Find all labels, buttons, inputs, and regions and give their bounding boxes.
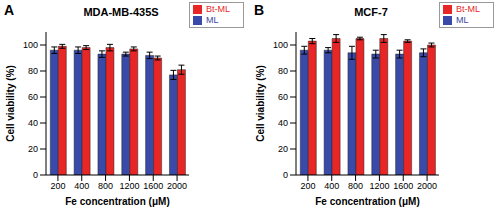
svg-text:0: 0 <box>33 170 38 180</box>
html-text:B: B <box>254 2 265 18</box>
svg-text:200: 200 <box>50 181 65 191</box>
svg-text:800: 800 <box>98 181 113 191</box>
html-text:MDA-MB-435S: MDA-MB-435S <box>83 6 159 18</box>
svg-text:1600: 1600 <box>143 181 163 191</box>
svg-text:1200: 1200 <box>369 181 389 191</box>
html-text:Bt-ML: Bt-ML <box>206 4 230 14</box>
html-text:ML: ML <box>206 15 219 25</box>
svg-text:0: 0 <box>283 170 288 180</box>
svg-text:400: 400 <box>324 181 339 191</box>
svg-text:200: 200 <box>300 181 315 191</box>
svg-text:2000: 2000 <box>417 181 437 191</box>
svg-text:2000: 2000 <box>167 181 187 191</box>
html-text:Bt-ML: Bt-ML <box>456 4 480 14</box>
html-text:ML: ML <box>456 15 469 25</box>
svg-text:60: 60 <box>28 92 38 102</box>
svg-text:400: 400 <box>74 181 89 191</box>
svg-text:20: 20 <box>28 144 38 154</box>
svg-text:1600: 1600 <box>393 181 413 191</box>
svg-text:20: 20 <box>278 144 288 154</box>
svg-text:Cell viability (%): Cell viability (%) <box>8 65 16 142</box>
svg-text:1200: 1200 <box>119 181 139 191</box>
svg-text:100: 100 <box>273 40 288 50</box>
svg-text:100: 100 <box>23 40 38 50</box>
svg-text:60: 60 <box>278 92 288 102</box>
svg-text:80: 80 <box>278 66 288 76</box>
html-text:MCF-7: MCF-7 <box>354 6 388 18</box>
svg-text:800: 800 <box>348 181 363 191</box>
svg-text:40: 40 <box>28 118 38 128</box>
svg-text:Fe concentration (μM): Fe concentration (μM) <box>65 196 169 207</box>
svg-text:Cell viability (%): Cell viability (%) <box>255 65 266 142</box>
svg-text:Fe concentration (μM): Fe concentration (μM) <box>315 196 419 207</box>
svg-text:80: 80 <box>28 66 38 76</box>
svg-text:40: 40 <box>278 118 288 128</box>
html-text:A: A <box>4 2 15 18</box>
